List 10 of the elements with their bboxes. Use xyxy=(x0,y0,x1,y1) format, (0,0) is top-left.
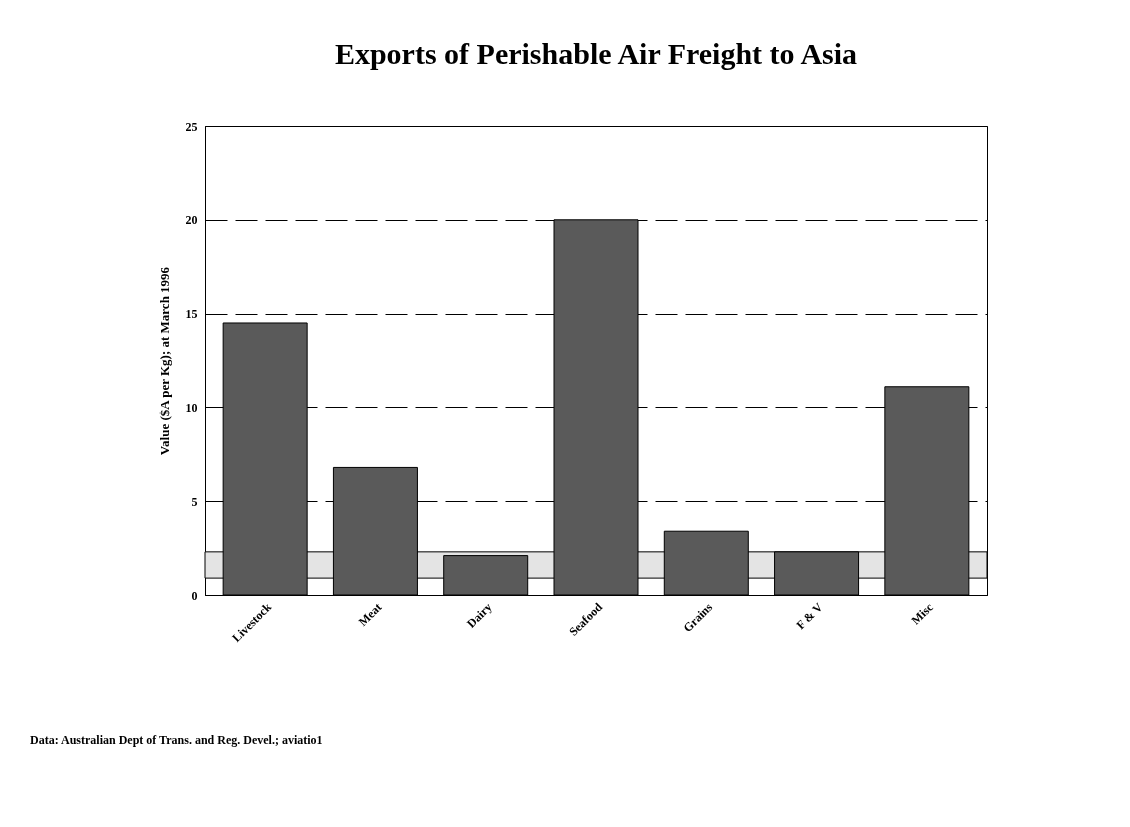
y-tick-label: 5 xyxy=(191,494,198,509)
y-tick-label: 20 xyxy=(185,213,198,228)
x-tick-label: F & V xyxy=(793,599,826,633)
y-tick-label: 10 xyxy=(185,400,198,415)
y-axis-title: Value ($A per Kg); at March 1996 xyxy=(156,266,172,456)
y-tick-label: 0 xyxy=(191,588,198,603)
text: Data: Australian Dept of Trans. and Reg. Devel.; aviatio1 xyxy=(30,733,323,747)
y-tick-label: 25 xyxy=(185,119,198,134)
chart-title: Exports of Perishable Air Freight to Asia xyxy=(334,37,858,70)
y-tick-label: 15 xyxy=(185,307,198,322)
